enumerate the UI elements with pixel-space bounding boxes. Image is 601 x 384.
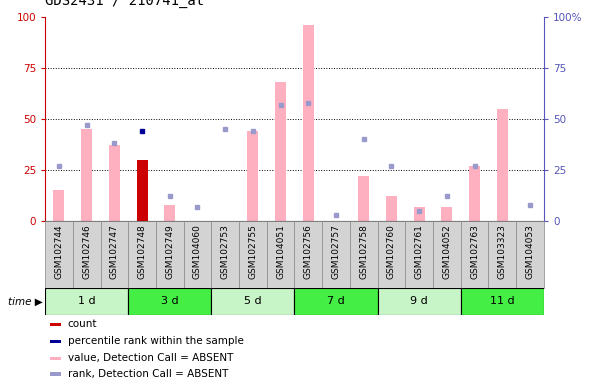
Bar	[433, 221, 461, 288]
Bar	[294, 221, 322, 288]
Text: GSM102753: GSM102753	[221, 224, 230, 279]
Text: GSM104051: GSM104051	[276, 224, 285, 279]
Text: 1 d: 1 d	[78, 296, 96, 306]
Text: percentile rank within the sample: percentile rank within the sample	[67, 336, 243, 346]
Text: time ▶: time ▶	[8, 296, 43, 306]
Bar	[275, 83, 286, 221]
Bar	[461, 288, 544, 315]
Text: GSM102757: GSM102757	[332, 224, 341, 279]
Text: GSM102749: GSM102749	[165, 224, 174, 279]
Text: GDS2431 / 210741_at: GDS2431 / 210741_at	[45, 0, 204, 8]
Bar	[50, 323, 61, 326]
Text: 11 d: 11 d	[490, 296, 514, 306]
Bar	[405, 221, 433, 288]
Text: GSM102760: GSM102760	[387, 224, 396, 279]
Bar	[50, 340, 61, 343]
Bar	[164, 205, 175, 221]
Text: GSM102748: GSM102748	[138, 224, 147, 279]
Bar	[322, 221, 350, 288]
Text: GSM104053: GSM104053	[525, 224, 534, 279]
Bar	[81, 129, 92, 221]
Bar	[109, 146, 120, 221]
Text: count: count	[67, 319, 97, 329]
Bar	[294, 288, 377, 315]
Text: value, Detection Call = ABSENT: value, Detection Call = ABSENT	[67, 353, 233, 363]
Bar	[386, 196, 397, 221]
Text: GSM104052: GSM104052	[442, 224, 451, 279]
Bar	[248, 131, 258, 221]
Text: GSM102756: GSM102756	[304, 224, 313, 279]
Bar	[497, 109, 508, 221]
Text: GSM102746: GSM102746	[82, 224, 91, 279]
Text: GSM102755: GSM102755	[248, 224, 257, 279]
Bar	[50, 357, 61, 360]
Bar	[441, 207, 453, 221]
Text: 5 d: 5 d	[244, 296, 261, 306]
Text: GSM102747: GSM102747	[110, 224, 119, 279]
Bar	[73, 221, 100, 288]
Bar	[45, 221, 73, 288]
Bar	[350, 221, 377, 288]
Bar	[45, 288, 128, 315]
Bar	[239, 221, 267, 288]
Bar	[358, 176, 369, 221]
Text: 3 d: 3 d	[161, 296, 178, 306]
Bar	[53, 190, 64, 221]
Bar	[377, 221, 405, 288]
Text: GSM103323: GSM103323	[498, 224, 507, 279]
Text: 7 d: 7 d	[327, 296, 345, 306]
Bar	[413, 207, 425, 221]
Text: rank, Detection Call = ABSENT: rank, Detection Call = ABSENT	[67, 369, 228, 379]
Text: GSM102744: GSM102744	[55, 224, 64, 279]
Text: GSM104060: GSM104060	[193, 224, 202, 279]
Bar	[212, 288, 294, 315]
Text: 9 d: 9 d	[410, 296, 428, 306]
Bar	[377, 288, 461, 315]
Bar	[136, 160, 148, 221]
Bar	[469, 166, 480, 221]
Bar	[516, 221, 544, 288]
Bar	[100, 221, 128, 288]
Bar	[461, 221, 489, 288]
Bar	[267, 221, 294, 288]
Text: GSM102758: GSM102758	[359, 224, 368, 279]
Bar	[489, 221, 516, 288]
Bar	[303, 25, 314, 221]
Bar	[128, 288, 212, 315]
Bar	[50, 372, 61, 376]
Bar	[184, 221, 212, 288]
Bar	[156, 221, 184, 288]
Text: GSM102763: GSM102763	[470, 224, 479, 279]
Bar	[212, 221, 239, 288]
Text: GSM102761: GSM102761	[415, 224, 424, 279]
Bar	[128, 221, 156, 288]
